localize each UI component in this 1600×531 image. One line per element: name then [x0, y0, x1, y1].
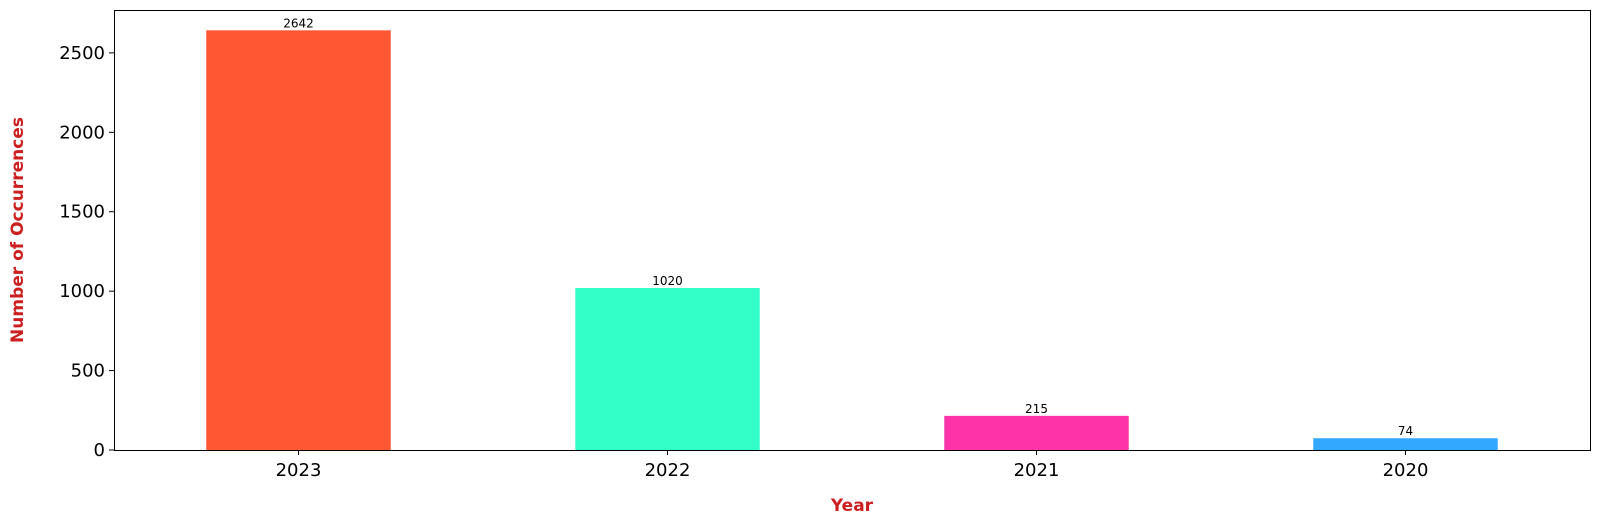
bar-2023: [206, 30, 391, 451]
bars-layer: [206, 30, 1498, 451]
x-axis-title: Year: [830, 496, 874, 516]
y-axis: 0 500 1000 1500 2000 2500: [59, 43, 114, 461]
y-tick-label: 1500: [59, 202, 105, 223]
y-axis-title: Number of Occurrences: [8, 117, 28, 343]
data-label-2021: 215: [1025, 402, 1048, 416]
data-label-2022: 1020: [652, 274, 683, 288]
y-tick-label: 0: [94, 440, 105, 461]
x-tick-label: 2023: [276, 460, 322, 481]
bar-2021: [944, 415, 1129, 450]
x-tick-label: 2022: [645, 460, 691, 481]
x-tick-label: 2020: [1383, 460, 1429, 481]
x-axis: 2023 2022 2021 2020: [276, 450, 1429, 481]
y-tick-label: 500: [71, 361, 105, 382]
y-tick-label: 2500: [59, 43, 105, 64]
bar-2022: [575, 287, 760, 450]
data-label-2023: 2642: [283, 16, 314, 30]
y-tick-label: 1000: [59, 281, 105, 302]
y-tick-label: 2000: [59, 122, 105, 143]
x-tick-label: 2021: [1014, 460, 1060, 481]
data-labels-layer: 2642 1020 215 74: [283, 16, 1413, 438]
data-label-2020: 74: [1398, 424, 1413, 438]
bar-2020: [1313, 438, 1498, 450]
plot-area-frame: [114, 10, 1591, 451]
